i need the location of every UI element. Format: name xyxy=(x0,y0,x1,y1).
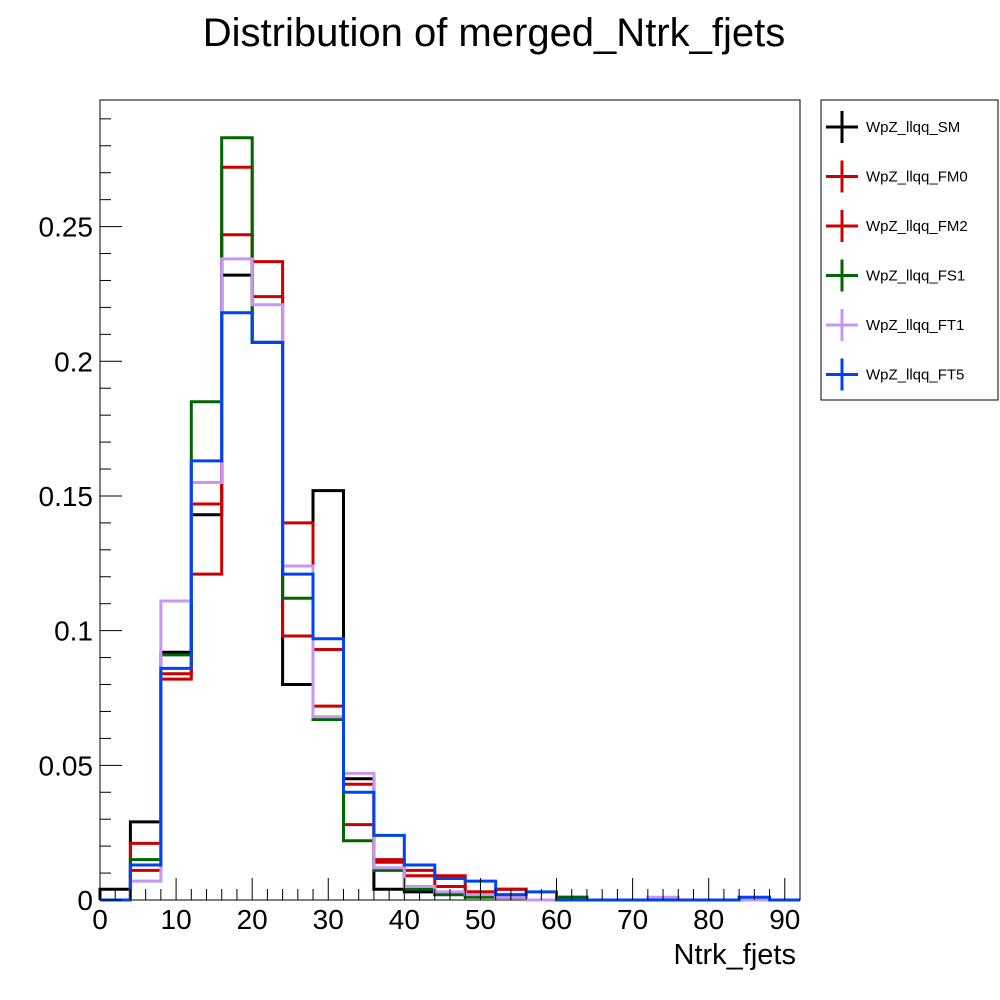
chart-title: Distribution of merged_Ntrk_fjets xyxy=(203,11,785,55)
legend: WpZ_llqq_SM WpZ_llqq_FM0 WpZ_llqq_FM2 WpZ_l… xyxy=(820,99,999,401)
x-tick-label: 70 xyxy=(617,904,648,935)
x-tick-label: 80 xyxy=(693,904,724,935)
plot-frame xyxy=(99,99,801,901)
x-tick-label: 60 xyxy=(541,904,572,935)
x-axis-title: Ntrk_fjets xyxy=(674,939,796,971)
series-line-WpZ_llqq_SM xyxy=(98,273,800,902)
legend-entry: WpZ_llqq_FM0 xyxy=(826,160,968,193)
y-tick-label: 0 xyxy=(77,885,93,916)
legend-label: WpZ_llqq_FT1 xyxy=(866,317,964,334)
series-line-WpZ_llqq_FM2 xyxy=(100,233,800,902)
y-tick-label: 0.1 xyxy=(54,616,93,647)
series-line-WpZ_llqq_FM0 xyxy=(100,165,800,902)
x-tick-label: 0 xyxy=(92,904,108,935)
series-line-WpZ_llqq_FT1 xyxy=(100,257,800,902)
series-line-WpZ_llqq_FT5 xyxy=(100,311,800,902)
y-tick-label: 0.05 xyxy=(39,750,94,781)
y-tick-label: 0.2 xyxy=(54,346,93,377)
axis-layer: 0 10 20 30 40 50 60 70 80 90 0 0.05 0.1 0.15 0.2 0.25 xyxy=(39,118,801,935)
x-tick-label: 90 xyxy=(769,904,800,935)
legend-entry: WpZ_llqq_SM xyxy=(826,111,960,143)
series-line-WpZ_llqq_FS1 xyxy=(100,136,800,902)
legend-label: WpZ_llqq_FM2 xyxy=(866,218,968,235)
x-tick-label: 40 xyxy=(389,904,420,935)
legend-label: WpZ_llqq_FM0 xyxy=(866,169,968,186)
legend-entry: WpZ_llqq_FT5 xyxy=(826,358,964,391)
x-tick-label: 20 xyxy=(237,904,268,935)
legend-label: WpZ_llqq_FT5 xyxy=(866,367,964,384)
y-tick-label: 0.25 xyxy=(39,212,94,243)
x-tick-label: 10 xyxy=(161,904,192,935)
legend-entries: WpZ_llqq_SM WpZ_llqq_FM0 WpZ_llqq_FM2 WpZ_l… xyxy=(826,111,968,391)
legend-entry: WpZ_llqq_FM2 xyxy=(826,210,968,242)
legend-entry: WpZ_llqq_FS1 xyxy=(826,259,965,292)
x-tick-label: 30 xyxy=(313,904,344,935)
x-tick-label: 50 xyxy=(465,904,496,935)
legend-entry: WpZ_llqq_FT1 xyxy=(826,309,964,341)
y-tick-label: 0.15 xyxy=(39,481,94,512)
series-layer xyxy=(98,136,800,902)
legend-label: WpZ_llqq_SM xyxy=(866,119,960,136)
legend-box xyxy=(820,99,999,401)
legend-label: WpZ_llqq_FS1 xyxy=(866,268,965,285)
